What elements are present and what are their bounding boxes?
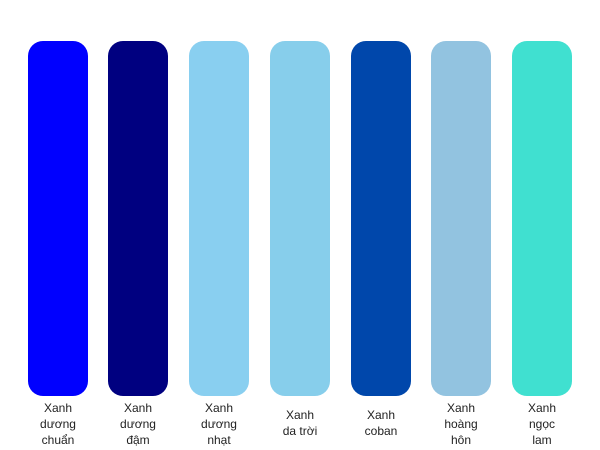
color-bar (351, 41, 411, 396)
color-bar (431, 41, 491, 396)
label-line: dương (120, 417, 156, 431)
color-bar (512, 41, 572, 396)
label-line: Xanh (43, 401, 73, 415)
color-bar (28, 41, 88, 396)
swatch-label: Xanh da trời (256, 407, 344, 439)
label-line: Xanh (123, 401, 153, 415)
label-line: ngọc (528, 417, 556, 431)
label-line: Xanh (527, 401, 557, 415)
swatch-blue: Xanh dương chuẩn (28, 0, 88, 450)
label-line: chuẩn (41, 433, 75, 447)
swatch-label: Xanh coban (337, 407, 425, 439)
color-bar (108, 41, 168, 396)
label-line: Xanh (366, 408, 396, 422)
label-line: Xanh (446, 401, 476, 415)
swatch-navy: Xanh dương đậm (108, 0, 168, 450)
swatch-sky-blue: Xanh da trời (270, 0, 330, 450)
label-line: Xanh (204, 401, 234, 415)
color-bar (270, 41, 330, 396)
label-line: coban (364, 424, 398, 438)
swatch-label: Xanh hoàng hôn (417, 400, 505, 448)
label-line: đậm (126, 433, 150, 447)
swatch-label: Xanh dương nhạt (175, 400, 263, 448)
label-line: dương (201, 417, 237, 431)
label-line: Xanh (285, 408, 315, 422)
label-line: da trời (282, 424, 318, 438)
label-line: lam (532, 433, 552, 447)
swatch-label: Xanh dương đậm (94, 400, 182, 448)
swatch-dusk-blue: Xanh hoàng hôn (431, 0, 491, 450)
label-line: nhạt (207, 433, 231, 447)
swatch-cobalt: Xanh coban (351, 0, 411, 450)
color-bar (189, 41, 249, 396)
label-line: hoàng (444, 417, 478, 431)
label-line: dương (40, 417, 76, 431)
swatch-light-blue: Xanh dương nhạt (189, 0, 249, 450)
swatch-turquoise: Xanh ngọc lam (512, 0, 572, 450)
label-line: hôn (450, 433, 472, 447)
swatch-label: Xanh ngọc lam (498, 400, 586, 448)
swatch-label: Xanh dương chuẩn (14, 400, 102, 448)
